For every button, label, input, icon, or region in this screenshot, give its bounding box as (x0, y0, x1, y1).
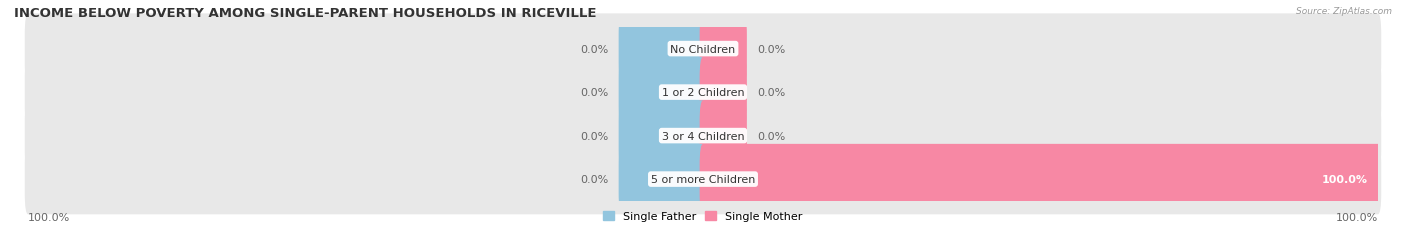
FancyBboxPatch shape (700, 58, 747, 128)
Text: 1 or 2 Children: 1 or 2 Children (662, 88, 744, 98)
FancyBboxPatch shape (25, 14, 1381, 85)
FancyBboxPatch shape (25, 58, 1381, 128)
Text: 0.0%: 0.0% (581, 88, 609, 98)
Text: 100.0%: 100.0% (1322, 174, 1368, 184)
Text: 0.0%: 0.0% (581, 44, 609, 54)
Text: 0.0%: 0.0% (756, 44, 785, 54)
Text: 5 or more Children: 5 or more Children (651, 174, 755, 184)
Text: 100.0%: 100.0% (28, 212, 70, 222)
FancyBboxPatch shape (700, 144, 1381, 214)
FancyBboxPatch shape (25, 101, 1381, 171)
FancyBboxPatch shape (700, 14, 747, 85)
FancyBboxPatch shape (619, 14, 706, 85)
Text: 3 or 4 Children: 3 or 4 Children (662, 131, 744, 141)
Text: 0.0%: 0.0% (756, 88, 785, 98)
Legend: Single Father, Single Mother: Single Father, Single Mother (599, 206, 807, 225)
Text: No Children: No Children (671, 44, 735, 54)
FancyBboxPatch shape (619, 144, 706, 214)
Text: INCOME BELOW POVERTY AMONG SINGLE-PARENT HOUSEHOLDS IN RICEVILLE: INCOME BELOW POVERTY AMONG SINGLE-PARENT… (14, 7, 596, 20)
Text: 0.0%: 0.0% (581, 131, 609, 141)
Text: 100.0%: 100.0% (1336, 212, 1378, 222)
Text: 0.0%: 0.0% (581, 174, 609, 184)
FancyBboxPatch shape (619, 101, 706, 171)
Text: Source: ZipAtlas.com: Source: ZipAtlas.com (1296, 7, 1392, 16)
FancyBboxPatch shape (619, 58, 706, 128)
FancyBboxPatch shape (700, 101, 747, 171)
Text: 0.0%: 0.0% (756, 131, 785, 141)
FancyBboxPatch shape (25, 144, 1381, 214)
